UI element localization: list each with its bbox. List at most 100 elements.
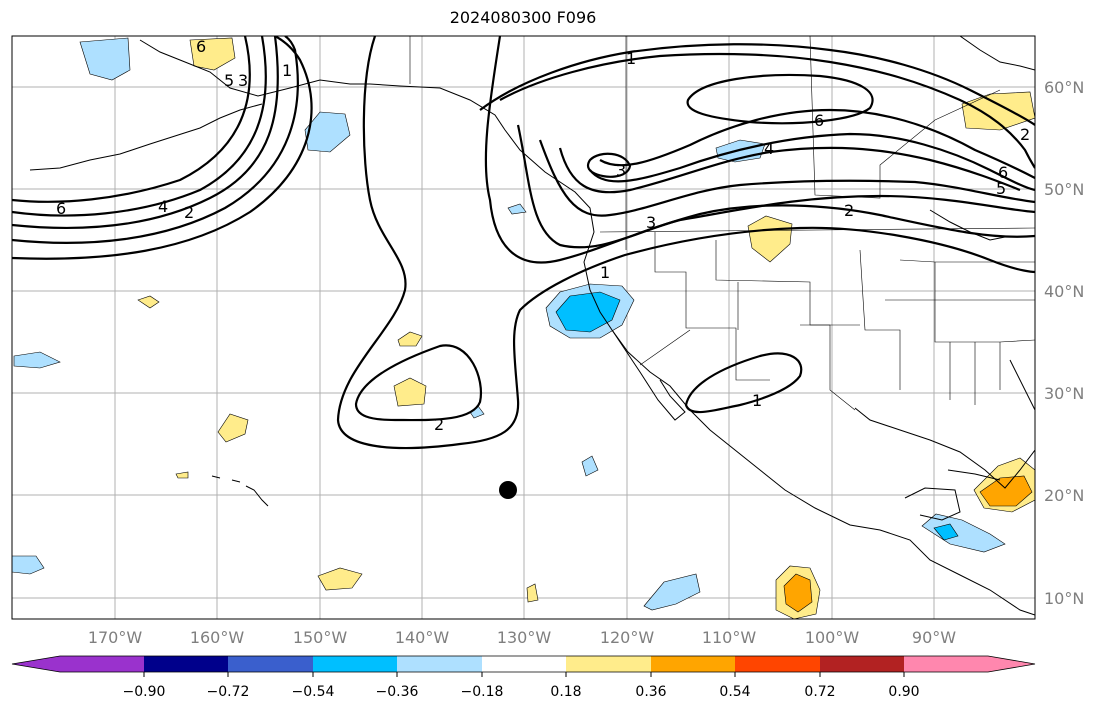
colorbar-tick-label: −0.36 <box>376 684 419 700</box>
lon-label: 110°W <box>702 628 757 647</box>
negative-patch <box>304 111 351 153</box>
colorbar-outline <box>11 655 1036 673</box>
negative-patch <box>12 555 45 575</box>
colorbar-high-extend <box>988 656 1035 672</box>
coastlines-and-borders <box>29 36 1035 616</box>
lat-label: 40°N <box>1044 282 1084 301</box>
contour-western-low <box>12 36 313 260</box>
contour-label: 5 <box>996 179 1006 198</box>
contour-trough <box>538 139 1035 217</box>
contour-western-low <box>12 36 251 203</box>
colorbar-segment <box>735 656 820 672</box>
contour-label: 2 <box>1020 125 1030 144</box>
contour-label: 6 <box>998 163 1008 182</box>
contour-label: 3 <box>238 71 248 90</box>
negative-patch <box>13 351 61 369</box>
contour-trough <box>599 108 1035 179</box>
contour-label: 1 <box>282 61 292 80</box>
colorbar-low-extend <box>12 656 60 672</box>
colorbar-tick-label: 0.36 <box>635 684 666 700</box>
positive-patch <box>175 471 189 479</box>
positive-patch <box>393 377 427 407</box>
yucatan <box>904 487 961 521</box>
latitude-labels: 60°N 50°N 40°N 30°N 20°N 10°N <box>1044 78 1084 608</box>
positive-core <box>979 475 1033 507</box>
contour-trough <box>589 132 1035 192</box>
contour-label: 5 <box>224 71 234 90</box>
positive-patch <box>961 91 1035 131</box>
state-borders <box>409 36 1035 411</box>
lon-label: 160°W <box>190 628 245 647</box>
baja-california <box>611 329 686 421</box>
contour-north <box>499 52 1035 169</box>
contour-label: 4 <box>158 197 168 216</box>
colorbar-segment <box>482 656 566 672</box>
colorbar-segment <box>651 656 735 672</box>
colorbar-tick-label: −0.54 <box>292 684 335 700</box>
colorbar-segment <box>820 656 904 672</box>
negative-patch <box>581 455 599 477</box>
positive-patch <box>137 295 160 309</box>
hudson-bay <box>959 36 1035 71</box>
colorbar-segment <box>904 656 988 672</box>
contour-closed-high <box>686 73 874 125</box>
contour-label: 6 <box>56 199 66 218</box>
contour-label: 1 <box>626 49 636 68</box>
positive-patch <box>747 215 793 263</box>
map-border <box>11 35 1036 620</box>
contour-label: 3 <box>646 213 656 232</box>
contour-label: 2 <box>844 201 854 220</box>
florida <box>1009 359 1035 411</box>
contour-label: 1 <box>752 391 762 410</box>
negative-patch <box>921 513 1006 553</box>
lat-label: 50°N <box>1044 180 1084 199</box>
colorbar-segment <box>566 656 651 672</box>
negative-patch <box>507 203 527 215</box>
positive-patch <box>317 567 363 591</box>
longitude-labels: 170°W 160°W 150°W 140°W 130°W 120°W 110°… <box>88 628 956 647</box>
contour-label: 3 <box>616 161 626 180</box>
lon-label: 130°W <box>497 628 552 647</box>
alaska-coast <box>139 39 370 97</box>
colorbar-tick-label: 0.18 <box>550 684 581 700</box>
negative-core <box>933 523 959 541</box>
aleutian-chain <box>29 103 263 171</box>
lat-label: 30°N <box>1044 384 1084 403</box>
map-title: 2024080300 F096 <box>449 8 597 27</box>
contour-label: 2 <box>434 415 444 434</box>
negative-patch <box>715 139 766 163</box>
lat-label: 10°N <box>1044 589 1084 608</box>
colorbar: −0.90 −0.72 −0.54 −0.36 −0.18 0.18 0.36 … <box>11 655 1036 700</box>
positive-patch <box>217 413 249 443</box>
anomaly-shading <box>12 37 1035 619</box>
hawaii-islands <box>211 475 269 507</box>
lon-label: 170°W <box>88 628 143 647</box>
contour-trough <box>558 146 1021 194</box>
lon-label: 140°W <box>395 628 450 647</box>
contour-western-low <box>12 36 279 230</box>
contour-trough <box>516 124 1035 249</box>
colorbar-segment <box>228 656 313 672</box>
contour-labels: 6 5 3 2 1 6 4 4 6 3 2 1 2 1 2 1 6 5 3 <box>56 37 1030 434</box>
negative-patch <box>79 37 131 81</box>
colorbar-tick-label: −0.72 <box>207 684 250 700</box>
colorbar-segment <box>60 656 144 672</box>
contour-western-low <box>12 36 299 244</box>
colorbar-segment <box>397 656 482 672</box>
colorbar-tick-label: 0.54 <box>719 684 750 700</box>
positive-patch <box>526 583 539 603</box>
lon-label: 100°W <box>805 628 860 647</box>
positive-core <box>783 573 813 613</box>
colorbar-tick-label: 0.72 <box>804 684 835 700</box>
contour-ridge <box>354 344 483 422</box>
colorbar-segment <box>144 656 228 672</box>
contour-mexico <box>684 352 803 414</box>
lon-label: 150°W <box>293 628 348 647</box>
positive-patch <box>189 37 236 71</box>
lat-label: 60°N <box>1044 78 1084 97</box>
negative-core <box>555 291 621 333</box>
contour-lines <box>12 36 1035 450</box>
contour-label: 6 <box>196 37 206 56</box>
contour-ridge <box>336 36 1035 450</box>
colorbar-tick-label: 0.90 <box>888 684 919 700</box>
